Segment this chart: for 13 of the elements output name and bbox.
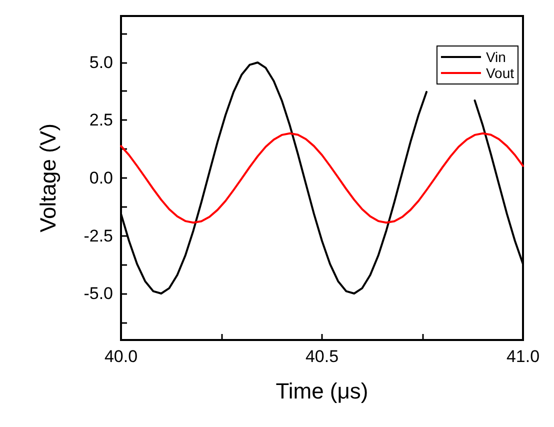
x-tick-label: 40.5: [305, 347, 339, 366]
legend-label: Vout: [486, 65, 514, 81]
y-tick-label: 5.0: [89, 52, 113, 72]
line-series: [120, 132, 524, 224]
y-tick-label: 2.5: [89, 110, 113, 130]
y-tick-label: -2.5: [84, 226, 113, 246]
x-axis-title: Time (μs): [276, 378, 368, 404]
y-axis-title: Voltage (V): [36, 124, 60, 232]
y-tick-label: 0.0: [89, 168, 113, 188]
x-tick-label: 40.0: [104, 347, 138, 366]
y-tick-label: -5.0: [84, 284, 113, 304]
x-tick-label: 41.0: [506, 347, 540, 366]
legend-label: Vin: [486, 49, 506, 65]
